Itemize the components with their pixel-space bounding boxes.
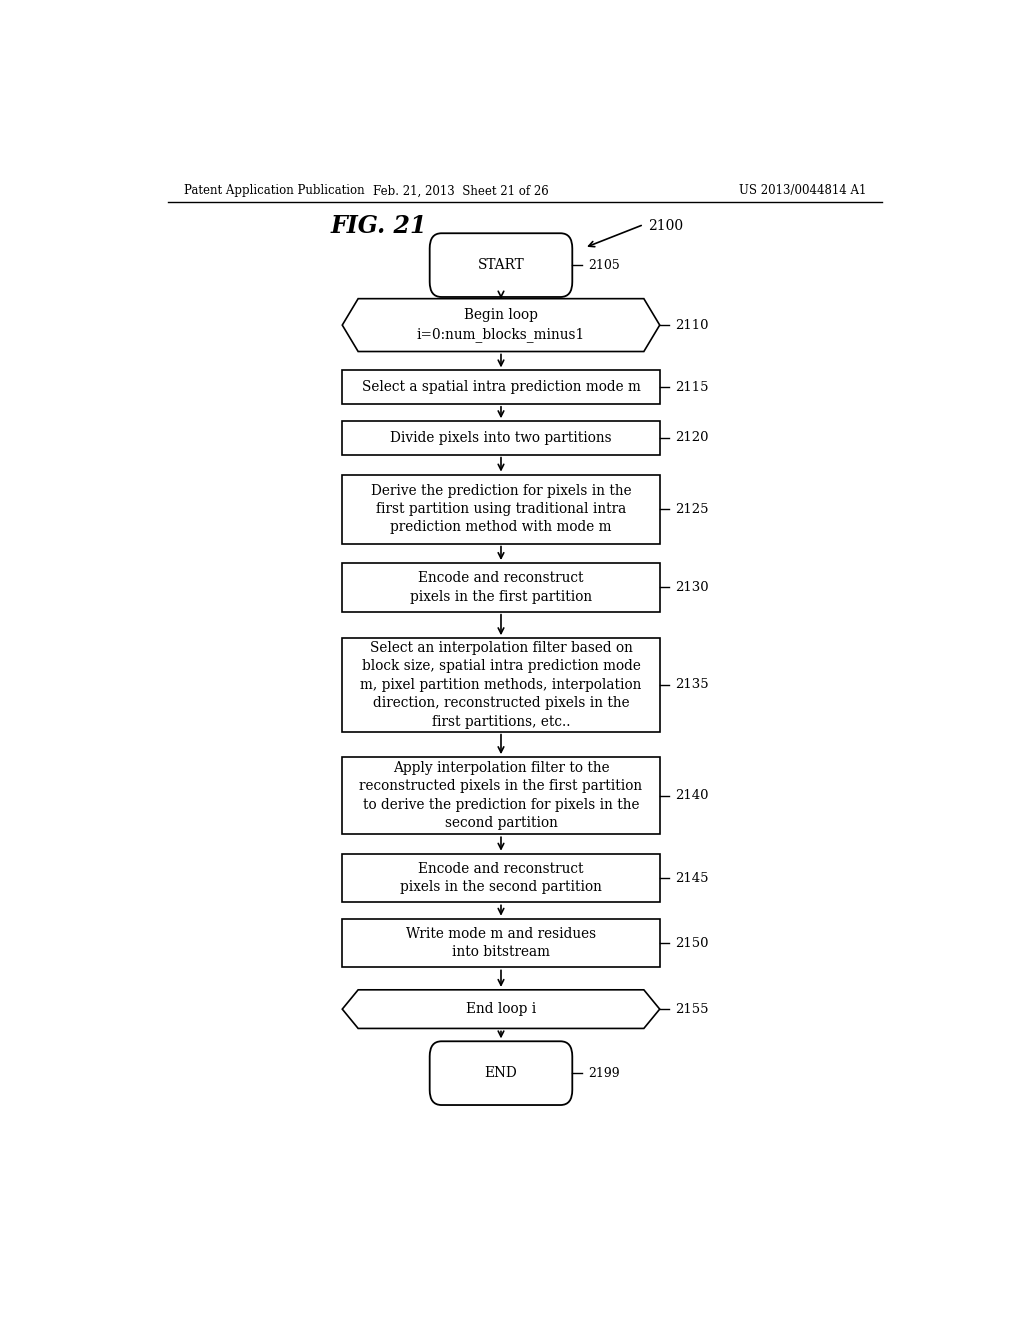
Text: Patent Application Publication: Patent Application Publication: [183, 185, 365, 198]
Text: 2145: 2145: [676, 871, 709, 884]
Text: 2135: 2135: [676, 678, 710, 692]
Text: 2140: 2140: [676, 789, 709, 803]
Text: 2110: 2110: [676, 318, 709, 331]
Text: Encode and reconstruct
pixels in the first partition: Encode and reconstruct pixels in the fir…: [410, 572, 592, 603]
FancyBboxPatch shape: [430, 1041, 572, 1105]
FancyBboxPatch shape: [430, 234, 572, 297]
Text: FIG. 21: FIG. 21: [331, 214, 427, 239]
Bar: [342, 371, 659, 404]
Text: Divide pixels into two partitions: Divide pixels into two partitions: [390, 430, 611, 445]
Text: 2155: 2155: [676, 1003, 709, 1015]
Bar: [342, 421, 659, 454]
Text: 2130: 2130: [676, 581, 710, 594]
Text: 2199: 2199: [588, 1067, 620, 1080]
Polygon shape: [342, 298, 659, 351]
Bar: [342, 562, 659, 611]
Text: Select an interpolation filter based on
block size, spatial intra prediction mod: Select an interpolation filter based on …: [360, 642, 642, 729]
Text: End loop i: End loop i: [466, 1002, 537, 1016]
Text: 2105: 2105: [588, 259, 620, 272]
Bar: [342, 854, 659, 903]
Text: 2100: 2100: [648, 219, 683, 234]
Text: END: END: [484, 1067, 517, 1080]
Text: Select a spatial intra prediction mode m: Select a spatial intra prediction mode m: [361, 380, 640, 395]
Text: 2120: 2120: [676, 432, 709, 445]
Text: START: START: [477, 259, 524, 272]
Bar: [342, 919, 659, 968]
Text: Begin loop
i=0:num_blocks_minus1: Begin loop i=0:num_blocks_minus1: [417, 309, 585, 342]
Text: Apply interpolation filter to the
reconstructed pixels in the first partition
to: Apply interpolation filter to the recons…: [359, 762, 642, 830]
Bar: [342, 638, 659, 731]
Text: Feb. 21, 2013  Sheet 21 of 26: Feb. 21, 2013 Sheet 21 of 26: [374, 185, 549, 198]
Text: Derive the prediction for pixels in the
first partition using traditional intra
: Derive the prediction for pixels in the …: [371, 483, 632, 535]
Bar: [342, 474, 659, 544]
Text: Encode and reconstruct
pixels in the second partition: Encode and reconstruct pixels in the sec…: [400, 862, 602, 894]
Polygon shape: [342, 990, 659, 1028]
Bar: [342, 758, 659, 834]
Text: 2115: 2115: [676, 380, 709, 393]
Text: 2150: 2150: [676, 937, 709, 949]
Text: 2125: 2125: [676, 503, 709, 516]
Text: US 2013/0044814 A1: US 2013/0044814 A1: [738, 185, 866, 198]
Text: Write mode m and residues
into bitstream: Write mode m and residues into bitstream: [406, 927, 596, 960]
